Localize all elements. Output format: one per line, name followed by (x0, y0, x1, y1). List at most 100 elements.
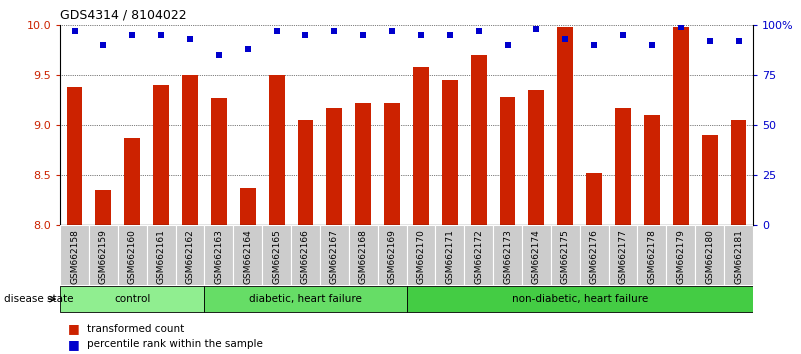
Text: ■: ■ (68, 322, 80, 335)
Text: GSM662164: GSM662164 (244, 230, 252, 284)
Text: ■: ■ (68, 338, 80, 350)
Bar (326, 108, 342, 225)
Bar (644, 115, 660, 225)
Bar (465, 225, 493, 285)
Bar (615, 108, 631, 225)
Text: GSM662180: GSM662180 (705, 230, 714, 285)
Text: GDS4314 / 8104022: GDS4314 / 8104022 (60, 9, 187, 22)
Text: GSM662176: GSM662176 (590, 230, 598, 285)
Bar (118, 225, 147, 285)
Point (617, 32, 630, 38)
Text: GSM662161: GSM662161 (157, 230, 166, 285)
Bar (500, 97, 516, 225)
Point (356, 32, 369, 38)
Bar (89, 225, 118, 285)
Point (415, 32, 428, 38)
Text: GSM662162: GSM662162 (186, 230, 195, 284)
Text: GSM662169: GSM662169 (388, 230, 396, 285)
Bar (673, 27, 689, 225)
Point (674, 24, 687, 30)
Bar (666, 225, 695, 285)
Text: GSM662165: GSM662165 (272, 230, 281, 285)
Point (68, 28, 81, 34)
Bar (731, 120, 747, 225)
Text: percentile rank within the sample: percentile rank within the sample (87, 339, 263, 349)
Text: GSM662168: GSM662168 (359, 230, 368, 285)
Text: GSM662181: GSM662181 (734, 230, 743, 285)
Bar (522, 225, 551, 285)
Bar (175, 225, 204, 285)
Bar (471, 55, 487, 225)
Point (588, 42, 601, 48)
Point (646, 42, 658, 48)
Point (126, 32, 139, 38)
Point (703, 38, 716, 44)
Bar (702, 135, 718, 225)
Point (530, 26, 543, 32)
Point (328, 28, 340, 34)
Bar (442, 80, 457, 225)
Bar (268, 75, 284, 225)
Bar (436, 225, 465, 285)
Bar (638, 225, 666, 285)
Bar (557, 27, 574, 225)
Bar (580, 225, 609, 285)
Bar (182, 75, 198, 225)
Point (155, 32, 167, 38)
Bar (153, 85, 169, 225)
Point (212, 52, 225, 58)
Text: GSM662179: GSM662179 (676, 230, 686, 285)
Bar (384, 103, 400, 225)
Point (385, 28, 398, 34)
Text: GSM662177: GSM662177 (618, 230, 627, 285)
Point (732, 38, 745, 44)
Bar (413, 67, 429, 225)
Bar (124, 138, 140, 225)
Text: transformed count: transformed count (87, 324, 183, 333)
Bar (95, 190, 111, 225)
Bar (695, 225, 724, 285)
Bar (377, 225, 406, 285)
Text: GSM662178: GSM662178 (647, 230, 656, 285)
Bar (60, 286, 204, 312)
Bar (529, 90, 545, 225)
Text: GSM662158: GSM662158 (70, 230, 79, 285)
Text: GSM662174: GSM662174 (532, 230, 541, 284)
Text: non-diabetic, heart failure: non-diabetic, heart failure (512, 294, 648, 304)
Text: GSM662159: GSM662159 (99, 230, 108, 285)
Bar (493, 225, 522, 285)
Point (241, 46, 254, 52)
Bar (66, 87, 83, 225)
Text: GSM662160: GSM662160 (127, 230, 137, 285)
Bar (211, 98, 227, 225)
Bar (60, 225, 89, 285)
Bar (356, 103, 371, 225)
Text: GSM662167: GSM662167 (330, 230, 339, 285)
Point (444, 32, 457, 38)
Text: GSM662175: GSM662175 (561, 230, 570, 285)
Point (299, 32, 312, 38)
Bar (320, 225, 348, 285)
Bar (147, 225, 175, 285)
Point (473, 28, 485, 34)
Bar (297, 120, 313, 225)
Point (559, 36, 572, 42)
Bar (551, 225, 580, 285)
Bar (406, 225, 436, 285)
Text: diabetic, heart failure: diabetic, heart failure (249, 294, 362, 304)
Bar (609, 225, 638, 285)
Text: GSM662163: GSM662163 (215, 230, 223, 285)
Text: control: control (114, 294, 151, 304)
Bar (348, 225, 377, 285)
Bar (724, 225, 753, 285)
Bar (586, 173, 602, 225)
Bar (406, 286, 753, 312)
Bar (204, 286, 406, 312)
Point (183, 36, 196, 42)
Text: GSM662171: GSM662171 (445, 230, 454, 285)
Text: disease state: disease state (4, 294, 74, 304)
Point (97, 42, 110, 48)
Text: GSM662166: GSM662166 (301, 230, 310, 285)
Bar (291, 225, 320, 285)
Bar (262, 225, 291, 285)
